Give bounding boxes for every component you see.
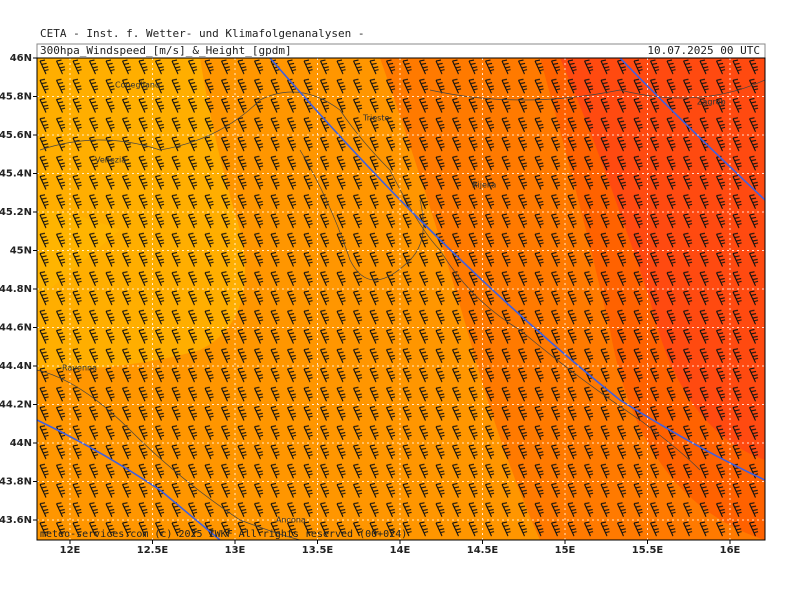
map-title: 300hpa_Windspeed_[m/s]_&_Height_[gpdm]	[40, 44, 292, 57]
places: Conegliano Trieste Venezia Zagreb Rijeka Rave…	[62, 81, 726, 525]
lat-label: 44.2N	[0, 400, 32, 411]
lat-label: 45N	[10, 246, 32, 257]
lat-label: 44.6N	[0, 323, 32, 334]
lat-label: 46N	[10, 53, 32, 64]
lat-label: 44.4N	[0, 361, 32, 372]
lon-label: 15E	[555, 545, 576, 556]
place-label: Zagreb	[697, 98, 726, 107]
lon-label: 15.5E	[632, 545, 664, 556]
lon-label: 16E	[720, 545, 741, 556]
map-area	[37, 58, 765, 540]
valid-time: 10.07.2025 00 UTC	[647, 44, 760, 57]
lon-label: 12.5E	[137, 545, 169, 556]
height-contour	[37, 58, 765, 540]
footer: meteo-services.com (c) 2025 IWKF All rig…	[40, 529, 407, 540]
lat-label: 44.8N	[0, 284, 32, 295]
lat-label: 45.2N	[0, 207, 32, 218]
lon-label: 13.5E	[302, 545, 334, 556]
lon-label: 14E	[390, 545, 411, 556]
wind-barbs	[37, 58, 765, 540]
lat-label: 43.8N	[0, 477, 32, 488]
place-label: Ancona	[276, 516, 306, 525]
place-label: Trieste	[362, 114, 389, 123]
place-label: Rijeka	[472, 181, 496, 190]
lat-label: 45.8N	[0, 92, 32, 103]
place-label: Ravenna	[62, 364, 97, 373]
coastline	[37, 79, 765, 540]
graticule	[37, 58, 765, 540]
lat-label: 45.4N	[0, 169, 32, 180]
lon-label: 12E	[60, 545, 81, 556]
place-label: Venezia	[95, 156, 126, 165]
lat-label: 43.6N	[0, 515, 32, 526]
lon-label: 14.5E	[467, 545, 499, 556]
lon-label: 13E	[225, 545, 246, 556]
map-frame	[36, 57, 766, 541]
lat-label: 45.6N	[0, 130, 32, 141]
header: CETA - Inst. f. Wetter- und Klimafolgena…	[40, 27, 365, 40]
place-label: Conegliano	[115, 81, 160, 90]
lat-label: 44N	[10, 438, 32, 449]
